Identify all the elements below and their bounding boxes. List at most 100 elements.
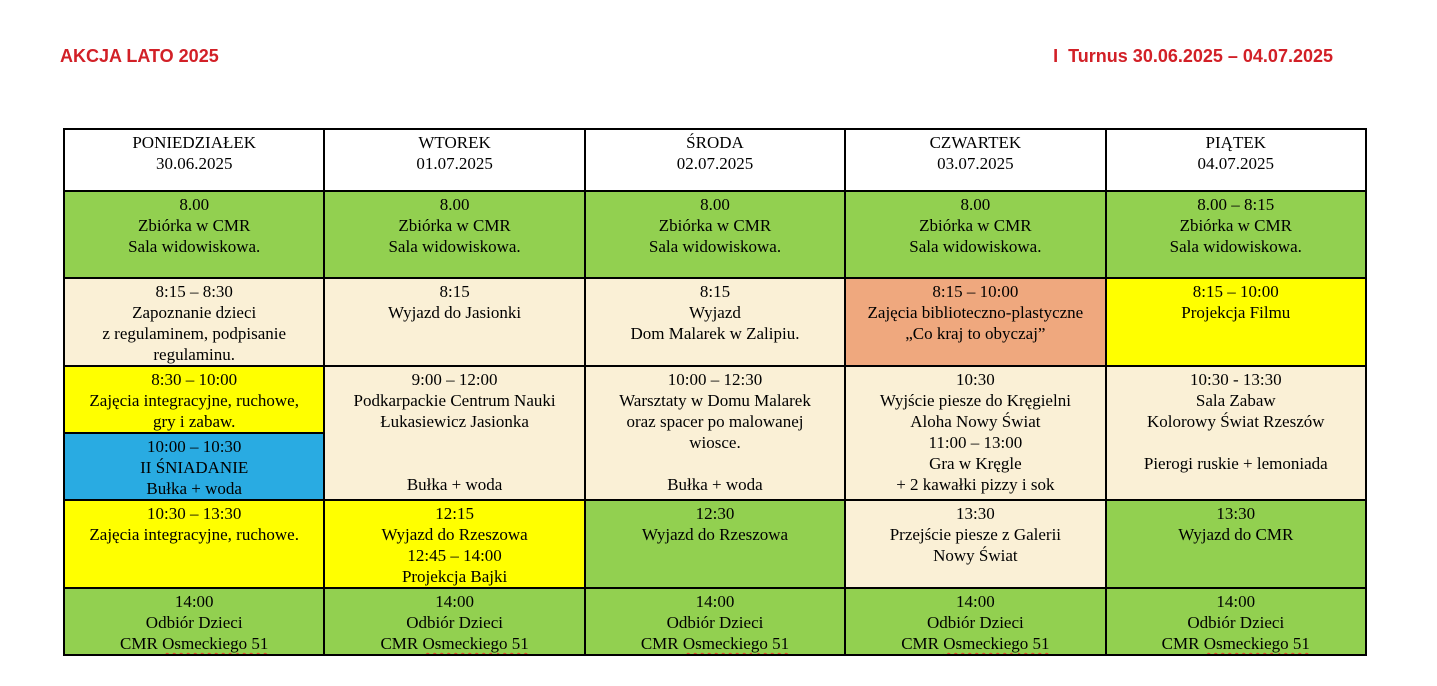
cell-friday-pickup: 14:00 Odbiór Dzieci CMR Osmeckiego 51 (1104, 587, 1368, 656)
cell-friday-afternoon: 13:30 Wyjazd do CMR (1104, 499, 1368, 589)
cell-line: Bułka + woda (146, 479, 242, 498)
day-name: PIĄTEK (1205, 133, 1266, 152)
cell-line: + 2 kawałki pizzy i sok (896, 475, 1055, 494)
assembly-row: 8.00 Zbiórka w CMR Sala widowiskowa. 8.00 Z… (62, 190, 1368, 279)
cell-line: regulaminu. (153, 345, 236, 364)
cell-line: 8.00 (179, 195, 210, 214)
cell-monday-midday-activities: 8:30 – 10:00 Zajęcia integracyjne, ruchow… (62, 365, 326, 434)
cell-line: Sala widowiskowa. (909, 237, 1042, 256)
cell-line: Sala Zabaw (1195, 391, 1276, 410)
cell-line: Zajęcia biblioteczno-plastyczne (867, 303, 1084, 322)
cell-monday-morning: 8:15 – 8:30 Zapoznanie dzieci z regulamine… (62, 277, 326, 367)
cell-tuesday-midday: 9:00 – 12:00 Podkarpackie Centrum Nauki Łu… (323, 365, 586, 501)
cell-line: Wyjazd (689, 303, 741, 322)
pickup-time: 14:00 (956, 592, 995, 611)
cell-wednesday-midday: 10:00 – 12:30 Warsztaty w Domu Malarek ora… (583, 365, 847, 501)
cell-line: 8:30 – 10:00 (151, 370, 238, 389)
pickup-place-flagged: Osmeckiego 51 (943, 634, 1050, 653)
pickup-who: Odbiór Dzieci (926, 613, 1024, 632)
cell-line: Wyjazd do Rzeszowa (381, 525, 528, 544)
cell-line: Sala widowiskowa. (388, 237, 521, 256)
turnus-title: I Turnus 30.06.2025 – 04.07.2025 (1053, 46, 1333, 66)
cell-wednesday-assembly: 8.00 Zbiórka w CMR Sala widowiskowa. (583, 190, 847, 279)
cell-thursday-afternoon: 13:30 Przejście piesze z Galerii Nowy Świa… (844, 499, 1107, 589)
cell-line: 8:15 (699, 282, 731, 301)
day-date: 01.07.2025 (416, 154, 493, 173)
cell-line: Zapoznanie dzieci (132, 303, 257, 322)
cell-friday-assembly: 8.00 – 8:15 Zbiórka w CMR Sala widowiskowa… (1104, 190, 1368, 279)
cell-line: Sala widowiskowa. (1169, 237, 1302, 256)
cell-line: Aloha Nowy Świat (910, 412, 1041, 431)
cell-thursday-pickup: 14:00 Odbiór Dzieci CMR Osmeckiego 51 (844, 587, 1107, 656)
cell-line (1109, 432, 1363, 453)
cell-tuesday-pickup: 14:00 Odbiór Dzieci CMR Osmeckiego 51 (323, 587, 586, 656)
day-header-wednesday: ŚRODA 02.07.2025 (583, 128, 847, 192)
afternoon-row: 10:30 – 13:30 Zajęcia integracyjne, rucho… (62, 499, 1368, 589)
cell-line: Nowy Świat (933, 546, 1018, 565)
cell-line: Wyjazd do Rzeszowa (641, 525, 789, 544)
day-name: CZWARTEK (929, 133, 1022, 152)
cell-line: 9:00 – 12:00 (411, 370, 498, 389)
cell-line: gry i zabaw. (152, 412, 236, 431)
cell-line: 10:00 – 10:30 (146, 437, 242, 456)
cell-line: Zbiórka w CMR (138, 216, 251, 235)
pickup-place-flagged: Osmeckiego 51 (162, 634, 269, 653)
pickup-time: 14:00 (435, 592, 474, 611)
cell-line: II ŚNIADANIE (140, 458, 249, 477)
pickup-place-flagged: Osmeckiego 51 (422, 634, 529, 653)
cell-line: 8:15 – 10:00 (932, 282, 1019, 301)
schedule-table: PONIEDZIAŁEK 30.06.2025 WTOREK 01.07.202… (62, 128, 1368, 656)
pickup-who: Odbiór Dzieci (406, 613, 503, 632)
cell-line: Podkarpackie Centrum Nauki (353, 391, 556, 410)
cell-line: 8.00 (960, 195, 991, 214)
cell-line: Projekcja Bajki (401, 567, 508, 586)
cell-line: Zbiórka w CMR (919, 216, 1032, 235)
cell-line: 8.00 – 8:15 (1197, 195, 1275, 214)
cell-wednesday-morning: 8:15 Wyjazd Dom Malarek w Zalipiu. (583, 277, 847, 367)
cell-thursday-morning: 8:15 – 10:00 Zajęcia biblioteczno-plastyc… (844, 277, 1107, 367)
day-date: 30.06.2025 (155, 154, 233, 173)
pickup-who: Odbiór Dzieci (145, 613, 243, 632)
cell-wednesday-afternoon: 12:30 Wyjazd do Rzeszowa (583, 499, 847, 589)
day-header-friday: PIĄTEK 04.07.2025 (1104, 128, 1368, 192)
day-name: WTOREK (418, 133, 491, 152)
cell-line: Pierogi ruskie + lemoniada (1143, 454, 1328, 473)
pickup-time: 14:00 (695, 592, 735, 611)
cell-line: Dom Malarek w Zalipiu. (630, 324, 800, 343)
document-title: AKCJA LATO 2025 (60, 46, 219, 66)
pickup-who: Odbiór Dzieci (1187, 613, 1285, 632)
cell-monday-assembly: 8.00 Zbiórka w CMR Sala widowiskowa. (62, 190, 326, 279)
cell-line: 10:30 (956, 370, 995, 389)
cell-line: Wyjście piesze do Kręgielni (879, 391, 1071, 410)
day-header-tuesday: WTOREK 01.07.2025 (323, 128, 586, 192)
cell-line: 12:45 – 14:00 (407, 546, 502, 565)
cell-line: Warsztaty w Domu Malarek (619, 391, 811, 410)
cell-line: Zbiórka w CMR (658, 216, 772, 235)
cell-line: 8:15 (439, 282, 470, 301)
cell-line: Przejście piesze z Galerii (889, 525, 1062, 544)
pickup-place-flagged: Osmeckiego 51 (1203, 634, 1310, 653)
pickup-who: Odbiór Dzieci (666, 613, 764, 632)
cell-thursday-assembly: 8.00 Zbiórka w CMR Sala widowiskowa. (844, 190, 1107, 279)
cell-line: Kolorowy Świat Rzeszów (1147, 412, 1325, 431)
pickup-place: CMR Osmeckiego 51 (327, 633, 581, 653)
cell-line: Gra w Kręgle (929, 454, 1022, 473)
day-header-monday: PONIEDZIAŁEK 30.06.2025 (62, 128, 326, 192)
cell-line: Łukasiewicz Jasionka (380, 412, 529, 431)
cell-line: Zajęcia integracyjne, ruchowe. (89, 525, 299, 544)
cell-tuesday-assembly: 8.00 Zbiórka w CMR Sala widowiskowa. (323, 190, 586, 279)
pickup-place: CMR Osmeckiego 51 (67, 633, 321, 653)
cell-wednesday-pickup: 14:00 Odbiór Dzieci CMR Osmeckiego 51 (583, 587, 847, 656)
cell-line: z regulaminem, podpisanie (102, 324, 287, 343)
cell-line: 8:15 – 8:30 (155, 282, 233, 301)
pickup-place-prefix: CMR (380, 634, 419, 653)
day-header-thursday: CZWARTEK 03.07.2025 (844, 128, 1107, 192)
midday-row-bottom: 10:00 – 10:30 II ŚNIADANIE Bułka + woda (62, 432, 1366, 501)
cell-monday-pickup: 14:00 Odbiór Dzieci CMR Osmeckiego 51 (62, 587, 326, 656)
pickup-place: CMR Osmeckiego 51 (848, 633, 1102, 653)
pickup-place-prefix: CMR (1161, 634, 1200, 653)
pickup-row: 14:00 Odbiór Dzieci CMR Osmeckiego 51 14… (62, 587, 1368, 656)
pickup-place-prefix: CMR (901, 634, 940, 653)
cell-line: Sala widowiskowa. (648, 237, 782, 256)
cell-line: Projekcja Filmu (1181, 303, 1291, 322)
